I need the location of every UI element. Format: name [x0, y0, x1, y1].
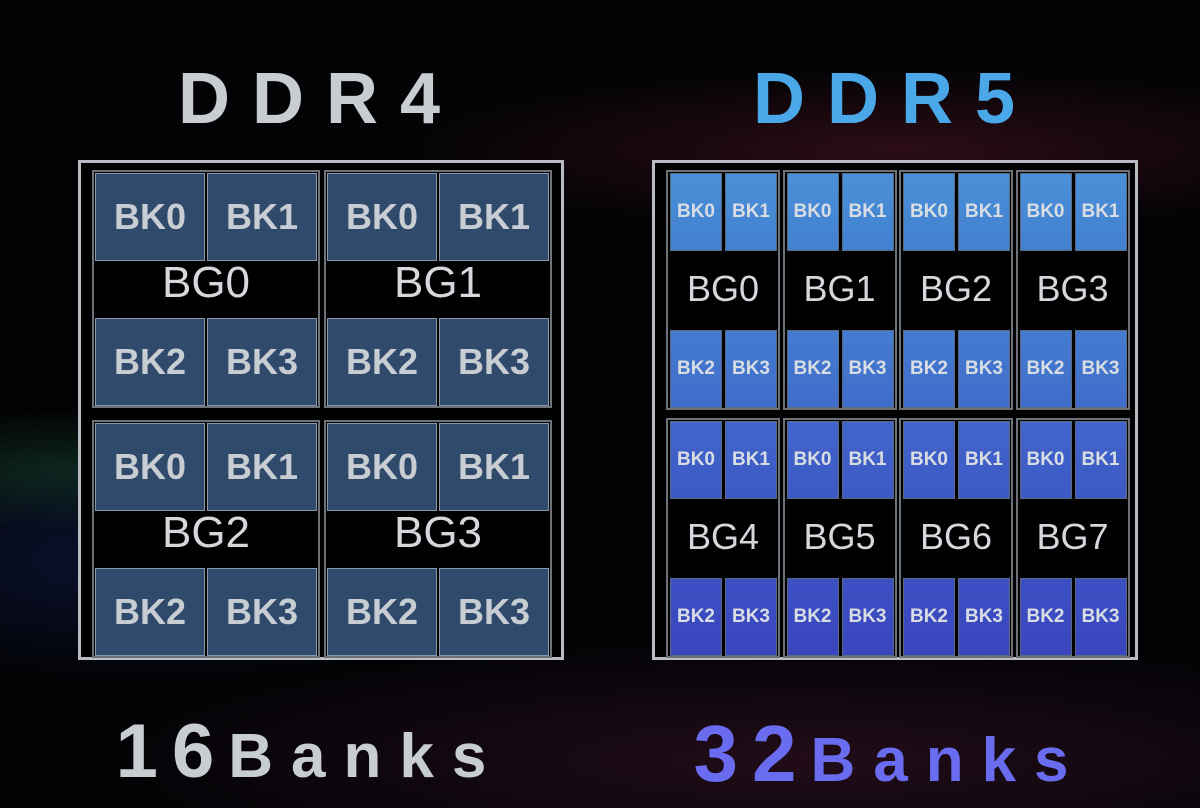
- bank-group: BG5 BK0 BK1 BK2 BK3: [782, 418, 897, 658]
- bank: BK3: [439, 318, 549, 406]
- bank-group-label: BG3: [1036, 268, 1109, 309]
- bank: BK2: [786, 330, 839, 408]
- ddr4-bank-count-number: 16: [115, 709, 229, 794]
- bank: BK2: [327, 568, 437, 656]
- bank-group: BG1 BK0 BK1 BK2 BK3: [782, 170, 897, 410]
- bank-group-label: BG0: [686, 268, 760, 309]
- bank: BK1: [958, 173, 1010, 251]
- bank: BK0: [1019, 421, 1072, 499]
- bank: BK0: [95, 173, 205, 261]
- bank-group: BG2 BK0 BK1 BK2 BK3: [899, 170, 1013, 410]
- bank: BK0: [95, 423, 205, 511]
- bank-group-label: BG1: [803, 268, 876, 309]
- bank-group: BG3 BK0 BK1 BK2 BK3: [1015, 170, 1130, 410]
- bank: BK1: [207, 173, 317, 261]
- bank: BK3: [725, 330, 777, 408]
- bank: BK3: [207, 568, 317, 656]
- bank: BK0: [670, 421, 722, 499]
- bank: BK1: [1074, 421, 1127, 499]
- bank-group-label: BG0: [161, 258, 251, 307]
- bank-group-label: BG3: [393, 508, 483, 557]
- bank: BK3: [958, 578, 1010, 656]
- bank: BK1: [439, 423, 549, 511]
- ddr5-bank-count-word: Banks: [810, 726, 1087, 795]
- bank: BK2: [903, 330, 955, 408]
- bank: BK1: [1074, 173, 1127, 251]
- bank: BK1: [725, 421, 777, 499]
- bank: BK1: [207, 423, 317, 511]
- bank: BK3: [1074, 578, 1127, 656]
- bank: BK2: [1019, 578, 1072, 656]
- bank-group: BG7 BK0 BK1 BK2 BK3: [1015, 418, 1130, 658]
- bank: BK1: [439, 173, 549, 261]
- ddr4-title: DDR4: [177, 59, 463, 139]
- bank-group-label: BG7: [1036, 516, 1109, 557]
- bank-group: BG6 BK0 BK1 BK2 BK3: [899, 418, 1013, 658]
- bank-group: BG4 BK0 BK1 BK2 BK3: [666, 418, 780, 658]
- bank-group: BG0 BK0 BK1 BK2 BK3: [666, 170, 780, 410]
- bank: BK0: [903, 173, 955, 251]
- bank: BK3: [841, 578, 894, 656]
- ddr5-diagram: BG0 BK0 BK1 BK2 BK3 BG1 BK0 BK1 BK2 BK3 BG2 BK0 BK1 B…: [652, 160, 1138, 660]
- bank: BK3: [1074, 330, 1127, 408]
- bank: BK2: [1019, 330, 1072, 408]
- bank-group-label: BG1: [393, 258, 483, 307]
- bank: BK2: [903, 578, 955, 656]
- bank-group-label: BG2: [161, 508, 251, 557]
- bank-group-label: BG6: [919, 516, 993, 557]
- ddr4-bank-count-word: Banks: [228, 722, 505, 791]
- bank: BK3: [207, 318, 317, 406]
- bank: BK0: [327, 423, 437, 511]
- bank-group: BG1 BK0 BK1 BK2 BK3: [324, 170, 552, 408]
- ddr4-diagram: BG0 BK0 BK1 BK2 BK3 BG1 BK0 BK1 BK2 BK3 BG2 BK0 BK1 B…: [78, 160, 564, 660]
- ddr5-bank-count-number: 32: [693, 709, 811, 798]
- bank: BK1: [725, 173, 777, 251]
- bank: BK0: [786, 173, 839, 251]
- bank: BK2: [327, 318, 437, 406]
- bank-group: BG0 BK0 BK1 BK2 BK3: [92, 170, 320, 408]
- bank: BK0: [1019, 173, 1072, 251]
- bank: BK0: [903, 421, 955, 499]
- bank-group-label: BG2: [919, 268, 993, 309]
- bank-group-label: BG4: [686, 516, 760, 557]
- bank: BK2: [786, 578, 839, 656]
- bank: BK1: [958, 421, 1010, 499]
- bank: BK2: [95, 318, 205, 406]
- ddr4-bank-count: 16Banks: [50, 708, 570, 795]
- bank: BK2: [95, 568, 205, 656]
- bank: BK0: [786, 421, 839, 499]
- bank: BK1: [841, 173, 894, 251]
- bank: BK3: [958, 330, 1010, 408]
- bank-group-label: BG5: [803, 516, 876, 557]
- bank-group: BG2 BK0 BK1 BK2 BK3: [92, 420, 320, 658]
- bank: BK1: [841, 421, 894, 499]
- bank: BK3: [841, 330, 894, 408]
- ddr5-bank-count: 32Banks: [630, 708, 1150, 800]
- bank: BK0: [327, 173, 437, 261]
- bank: BK3: [439, 568, 549, 656]
- bank: BK2: [670, 578, 722, 656]
- ddr5-title: DDR5: [752, 59, 1038, 139]
- bank: BK3: [725, 578, 777, 656]
- bank: BK2: [670, 330, 722, 408]
- bank-group: BG3 BK0 BK1 BK2 BK3: [324, 420, 552, 658]
- bank: BK0: [670, 173, 722, 251]
